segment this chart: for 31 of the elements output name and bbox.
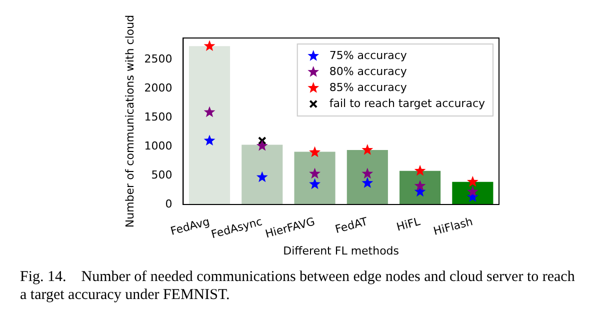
bar <box>346 150 388 205</box>
legend-label: fail to reach target accuracy <box>329 96 486 110</box>
point <box>309 168 320 179</box>
point <box>256 171 268 182</box>
y-tick-label: 1000 <box>144 139 172 152</box>
x-tick-label: FedAvg <box>169 215 212 238</box>
y-tick-label: 2500 <box>144 52 172 66</box>
point <box>204 134 216 146</box>
legend-label: 85% accuracy <box>329 80 408 94</box>
point <box>204 106 216 118</box>
bar <box>242 144 283 205</box>
y-tick-label: 0 <box>165 197 172 210</box>
x-tick-label: HiFlash <box>432 214 474 238</box>
point <box>362 177 374 188</box>
x-tick-label: FedAT <box>334 214 370 236</box>
bar <box>400 170 441 205</box>
y-tick-label: 500 <box>151 168 172 182</box>
x-axis-title: Different FL methods <box>283 244 400 258</box>
caption: Fig. 14. Number of needed communications between edge nodes and cloud server to reach a target accuracy under FEMNIST. <box>20 268 576 304</box>
point <box>309 178 320 190</box>
point <box>256 140 268 151</box>
legend-label: 75% accuracy <box>329 48 408 62</box>
bar <box>188 46 230 205</box>
x-tick-label: HiFL <box>395 214 422 234</box>
y-tick-label: 2000 <box>144 81 172 94</box>
point <box>204 40 216 51</box>
legend-label: 80% accuracy <box>329 64 408 78</box>
point <box>362 168 374 179</box>
y-axis-title: Number of communications with cloud <box>123 14 136 228</box>
bar <box>294 152 336 205</box>
y-tick-label: 1500 <box>144 110 172 124</box>
